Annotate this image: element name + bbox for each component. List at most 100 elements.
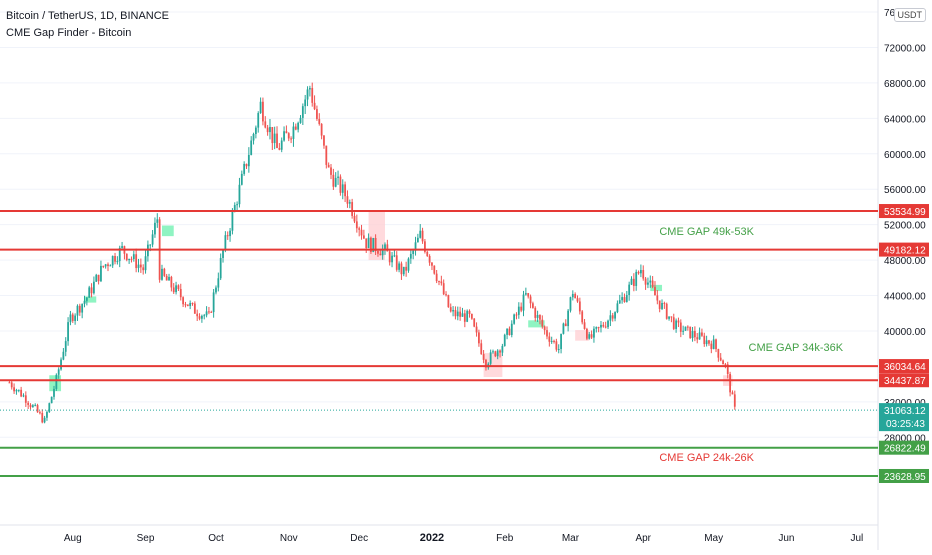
candle-body bbox=[637, 271, 640, 274]
candle-body bbox=[691, 330, 694, 339]
candle-body bbox=[219, 257, 222, 279]
candle-body bbox=[480, 343, 483, 355]
candle-body bbox=[215, 287, 217, 293]
candle-body bbox=[226, 235, 229, 237]
indicator-title: CME Gap Finder - Bitcoin bbox=[6, 27, 132, 39]
candle-body bbox=[639, 270, 642, 274]
candle-body bbox=[731, 392, 734, 395]
candle-body bbox=[346, 196, 349, 204]
candle-body bbox=[31, 405, 34, 408]
candle-body bbox=[581, 311, 584, 323]
level-price-tag bbox=[879, 242, 929, 257]
candle-body bbox=[405, 266, 408, 271]
candle-body bbox=[88, 287, 91, 298]
candle-body bbox=[320, 123, 323, 136]
candle-body bbox=[360, 229, 363, 236]
candle-body bbox=[621, 297, 624, 301]
level-price-tag bbox=[879, 440, 929, 455]
candle-body bbox=[266, 127, 269, 133]
candle-body bbox=[137, 264, 140, 269]
candle-body bbox=[578, 301, 581, 312]
candle-body bbox=[69, 314, 72, 323]
candle-body bbox=[189, 303, 192, 306]
candle-body bbox=[428, 256, 431, 263]
candle-body bbox=[304, 99, 307, 107]
level-price-label: 53534.99 bbox=[884, 207, 926, 218]
candle-body bbox=[292, 126, 295, 139]
candle-body bbox=[367, 237, 370, 249]
candle-body bbox=[36, 405, 39, 413]
candle-body bbox=[583, 322, 586, 329]
candle-body bbox=[156, 219, 159, 223]
candle-body bbox=[233, 205, 236, 212]
candle-body bbox=[593, 328, 595, 338]
candle-body bbox=[191, 303, 194, 305]
candle-body bbox=[574, 293, 577, 299]
y-tick-label: 64000.00 bbox=[884, 114, 926, 125]
candle-body bbox=[656, 295, 659, 301]
candle-body bbox=[658, 300, 661, 309]
level-price-label: 34437.87 bbox=[884, 376, 926, 387]
candle-body bbox=[635, 271, 638, 286]
candle-body bbox=[39, 412, 41, 414]
candle-body bbox=[470, 313, 473, 319]
currency-unit-button[interactable]: USDT bbox=[893, 8, 926, 22]
candle-body bbox=[618, 300, 621, 304]
candle-body bbox=[130, 258, 133, 260]
candle-body bbox=[97, 274, 100, 282]
candle-body bbox=[224, 235, 227, 250]
candle-body bbox=[15, 390, 18, 392]
level-price-label: 36034.64 bbox=[884, 362, 926, 373]
candle-body bbox=[165, 275, 168, 281]
candle-body bbox=[632, 278, 635, 286]
gap-box bbox=[650, 284, 663, 292]
candle-body bbox=[553, 340, 555, 342]
candle-body bbox=[222, 249, 224, 258]
candle-body bbox=[489, 352, 492, 364]
candle-body bbox=[323, 135, 325, 146]
candle-body bbox=[661, 303, 663, 309]
candle-body bbox=[231, 211, 234, 231]
candle-body bbox=[503, 334, 506, 346]
candle-body bbox=[135, 254, 138, 269]
candle-body bbox=[590, 334, 593, 338]
candle-body bbox=[205, 311, 208, 316]
candle-body bbox=[515, 314, 518, 316]
candle-body bbox=[355, 221, 358, 229]
candle-body bbox=[426, 251, 429, 257]
candle-body bbox=[386, 244, 389, 252]
candle-body bbox=[71, 314, 74, 321]
candle-body bbox=[118, 247, 121, 262]
candle-body bbox=[341, 184, 344, 193]
candle-body bbox=[708, 340, 710, 344]
candle-body bbox=[116, 261, 119, 263]
candle-body bbox=[212, 292, 215, 313]
candle-body bbox=[95, 274, 98, 282]
level-price-tag bbox=[879, 359, 929, 374]
candle-body bbox=[236, 204, 239, 206]
candle-body bbox=[334, 177, 337, 187]
candle-body bbox=[250, 140, 253, 155]
candle-body bbox=[412, 250, 415, 254]
y-tick-label: 48000.00 bbox=[884, 256, 926, 267]
candle-body bbox=[60, 359, 62, 370]
candle-body bbox=[665, 303, 668, 319]
candle-body bbox=[719, 357, 722, 361]
candle-body bbox=[696, 337, 699, 340]
candle-body bbox=[259, 101, 262, 114]
candle-body bbox=[705, 340, 708, 345]
candle-body bbox=[102, 265, 105, 267]
candle-body bbox=[17, 389, 20, 391]
symbol-title: Bitcoin / TetherUS, 1D, BINANCE bbox=[6, 10, 170, 22]
candle-body bbox=[83, 300, 86, 304]
candle-body bbox=[168, 276, 170, 281]
candle-body bbox=[733, 394, 736, 407]
x-tick-label: Dec bbox=[350, 533, 368, 544]
gap-annotation: CME GAP 34k-36K bbox=[749, 342, 844, 354]
candle-body bbox=[381, 249, 384, 256]
candle-body bbox=[337, 176, 339, 178]
candle-body bbox=[179, 288, 182, 298]
candle-body bbox=[339, 176, 342, 193]
candle-body bbox=[139, 264, 142, 268]
